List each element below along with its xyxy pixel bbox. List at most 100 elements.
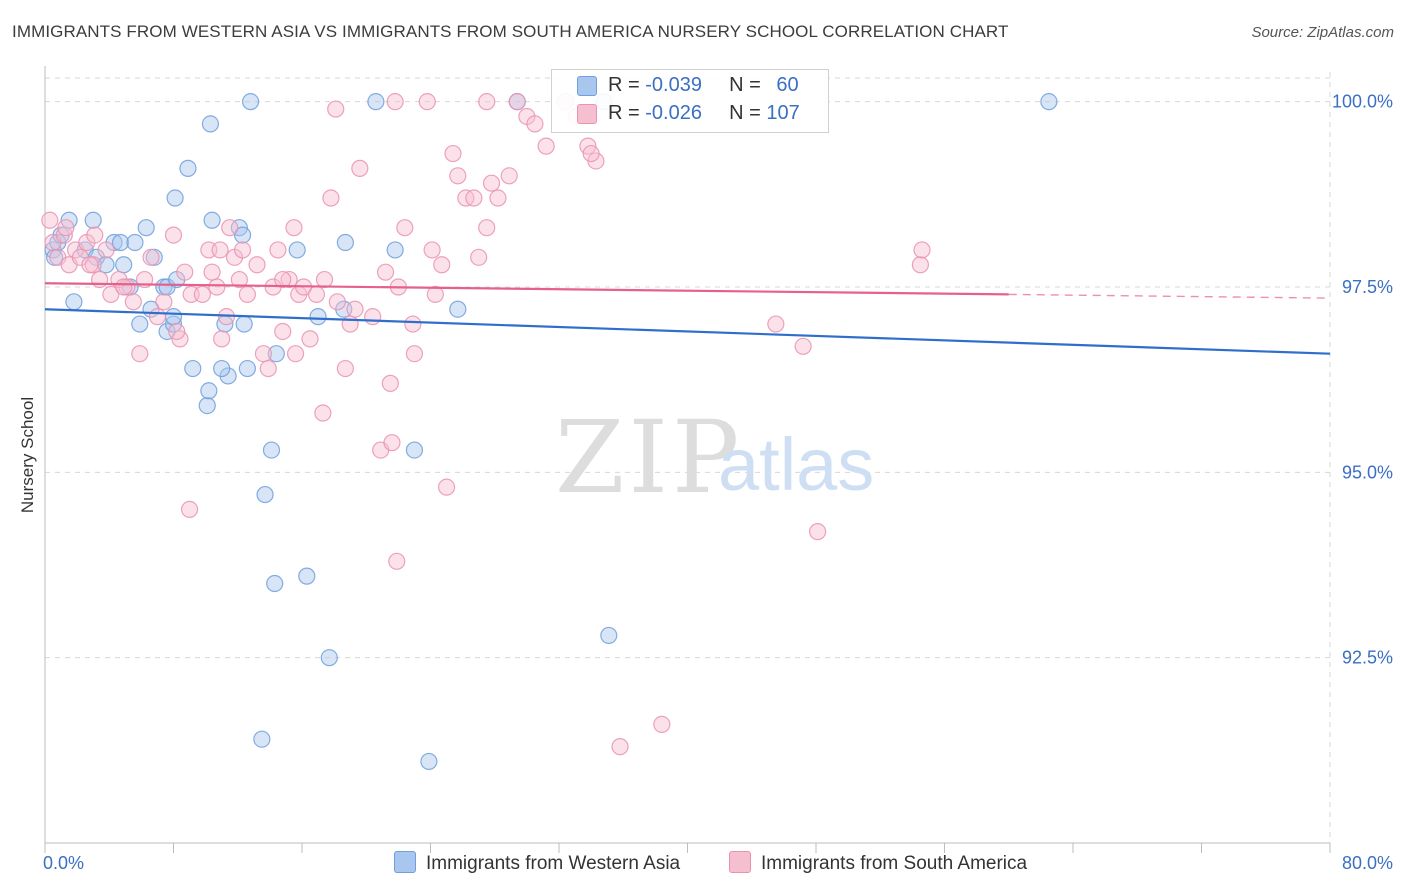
point-south-america (327, 100, 345, 118)
point-western-asia (267, 345, 285, 363)
chart-source: Source: ZipAtlas.com (1251, 24, 1394, 41)
point-western-asia (262, 441, 281, 459)
point-western-asia (131, 315, 149, 333)
point-south-america (526, 115, 544, 133)
point-south-america (41, 211, 59, 229)
point-western-asia (298, 567, 316, 585)
point-south-america (164, 226, 183, 244)
point-south-america (437, 478, 456, 496)
point-western-asia (386, 241, 404, 259)
point-south-america (193, 285, 212, 304)
point-western-asia (320, 649, 338, 667)
point-western-asia (288, 241, 306, 259)
point-western-asia (367, 93, 385, 111)
point-south-america (314, 404, 332, 422)
point-western-asia (405, 441, 424, 459)
point-south-america (301, 330, 319, 348)
data-points (41, 93, 1058, 771)
point-western-asia (203, 211, 221, 229)
watermark-atlas: atlas (718, 423, 874, 506)
n-value: 107 (766, 102, 800, 124)
trend-line (44, 308, 1331, 355)
point-south-america (238, 285, 256, 304)
point-south-america (274, 322, 292, 341)
point-south-america (381, 374, 399, 392)
point-south-america (478, 219, 496, 237)
point-western-asia (600, 626, 618, 645)
point-western-asia (198, 397, 216, 415)
point-south-america (230, 270, 248, 289)
point-south-america (124, 293, 142, 311)
point-western-asia (1040, 93, 1058, 111)
point-south-america (208, 278, 226, 296)
point-south-america (767, 315, 785, 333)
point-south-america (465, 189, 483, 207)
point-south-america (396, 219, 414, 237)
point-western-asia (184, 359, 202, 378)
trend-line (44, 282, 1009, 296)
point-south-america (794, 337, 812, 355)
point-south-america (500, 167, 518, 185)
trend-line-extension (1008, 293, 1331, 299)
point-south-america (322, 189, 340, 207)
legend-label: Immigrants from South America (761, 853, 1028, 874)
point-south-america (86, 226, 104, 244)
point-south-america (482, 174, 501, 192)
point-south-america (508, 93, 526, 111)
point-western-asia (242, 93, 260, 111)
n-label: N = (729, 102, 767, 124)
point-western-asia (84, 211, 102, 229)
point-south-america (336, 359, 354, 378)
legend-swatch-blue (394, 851, 416, 873)
point-south-america (97, 241, 115, 259)
point-south-america (653, 715, 671, 733)
point-south-america (418, 93, 436, 111)
point-western-asia (336, 233, 354, 252)
legend-label: Immigrants from Western Asia (426, 853, 681, 874)
point-western-asia (309, 308, 327, 326)
legend-item-south-america: Immigrants from South America (729, 851, 1027, 875)
point-south-america (383, 434, 401, 452)
point-south-america (405, 345, 424, 363)
point-western-asia (200, 382, 218, 400)
point-south-america (809, 523, 827, 541)
point-south-america (254, 345, 273, 363)
point-south-america (286, 345, 305, 363)
r-value: -0.026 (645, 102, 702, 124)
point-south-america (57, 219, 75, 237)
y-tick-label: 95.0% (1342, 462, 1393, 482)
point-south-america (913, 241, 931, 259)
correlation-legend: R = -0.039 N = 60 R = -0.026 N = 107 (551, 69, 829, 133)
point-south-america (376, 263, 395, 281)
point-western-asia (166, 189, 184, 207)
legend-row-western-asia: R = -0.039 N = 60 (608, 74, 799, 98)
r-label: R = (608, 102, 646, 124)
point-south-america (364, 308, 382, 326)
point-western-asia (235, 315, 253, 333)
y-tick-label: 97.5% (1342, 277, 1393, 297)
point-south-america (611, 738, 629, 756)
point-south-america (388, 552, 406, 570)
y-tick-label: 92.5% (1342, 648, 1393, 668)
point-western-asia (253, 730, 271, 748)
point-south-america (180, 500, 199, 518)
legend-swatch-pink (577, 104, 597, 124)
point-western-asia (233, 226, 252, 244)
chart-title: IMMIGRANTS FROM WESTERN ASIA VS IMMIGRAN… (12, 22, 1009, 41)
point-western-asia (201, 115, 220, 133)
point-south-america (148, 308, 167, 326)
point-south-america (274, 270, 292, 289)
point-south-america (426, 285, 444, 304)
point-south-america (346, 300, 364, 318)
x-tick-label: 80.0% (1342, 853, 1393, 873)
watermark-zip: ZIP (555, 399, 743, 516)
point-western-asia (256, 485, 274, 504)
point-western-asia (137, 219, 155, 237)
point-south-america (341, 315, 359, 333)
point-western-asia (213, 359, 231, 378)
point-south-america (386, 93, 404, 111)
point-south-america (328, 293, 346, 311)
point-south-america (489, 189, 507, 207)
point-western-asia (164, 308, 183, 326)
